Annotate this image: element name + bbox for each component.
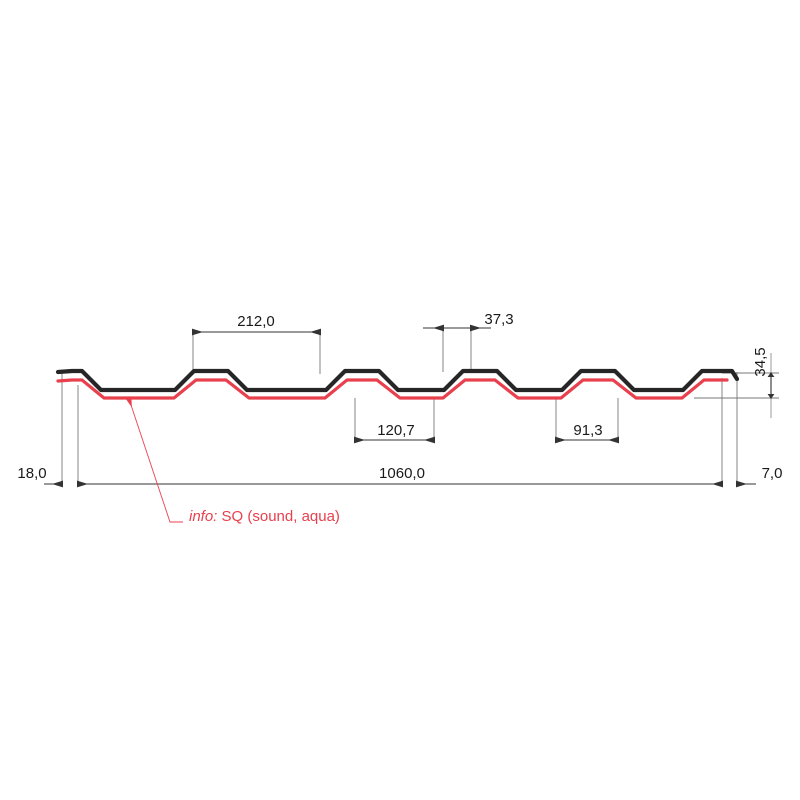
dimension-label-rib-pitch: 212,0 — [237, 313, 275, 330]
dimension-valley-wide: 120,7 — [354, 422, 435, 444]
outer-profile-line — [55, 368, 740, 393]
dimension-label-valley-wide: 120,7 — [377, 422, 415, 439]
extension-lines — [61, 328, 779, 484]
dimension-profile-height: 34,5 — [752, 347, 775, 418]
dimension-label-rib-top-width: 37,3 — [484, 311, 513, 328]
dimension-total-width: 1060,0 — [77, 465, 723, 488]
info-note-body: SQ (sound, aqua) — [217, 508, 340, 525]
info-note-prefix: info: — [189, 508, 217, 525]
dimension-rib-pitch: 212,0 — [192, 313, 321, 336]
info-note-text: info: SQ (sound, aqua) — [189, 508, 340, 525]
dimension-left-overlap: 18,0 — [17, 465, 63, 488]
dimension-label-valley-narrow: 91,3 — [573, 422, 602, 439]
inner-liner-line — [56, 378, 729, 400]
dimension-label-total-width: 1060,0 — [379, 465, 425, 482]
dimension-rib-top-width: 37,3 — [423, 311, 514, 332]
info-annotation: info: SQ (sound, aqua) — [125, 397, 340, 525]
dimension-label-right-overlap: 7,0 — [762, 465, 783, 482]
dimension-valley-narrow: 91,3 — [555, 422, 619, 444]
dimension-label-left-overlap: 18,0 — [17, 465, 46, 482]
dimension-right-overlap: 7,0 — [736, 465, 783, 488]
dimension-label-profile-height: 34,5 — [752, 347, 769, 376]
